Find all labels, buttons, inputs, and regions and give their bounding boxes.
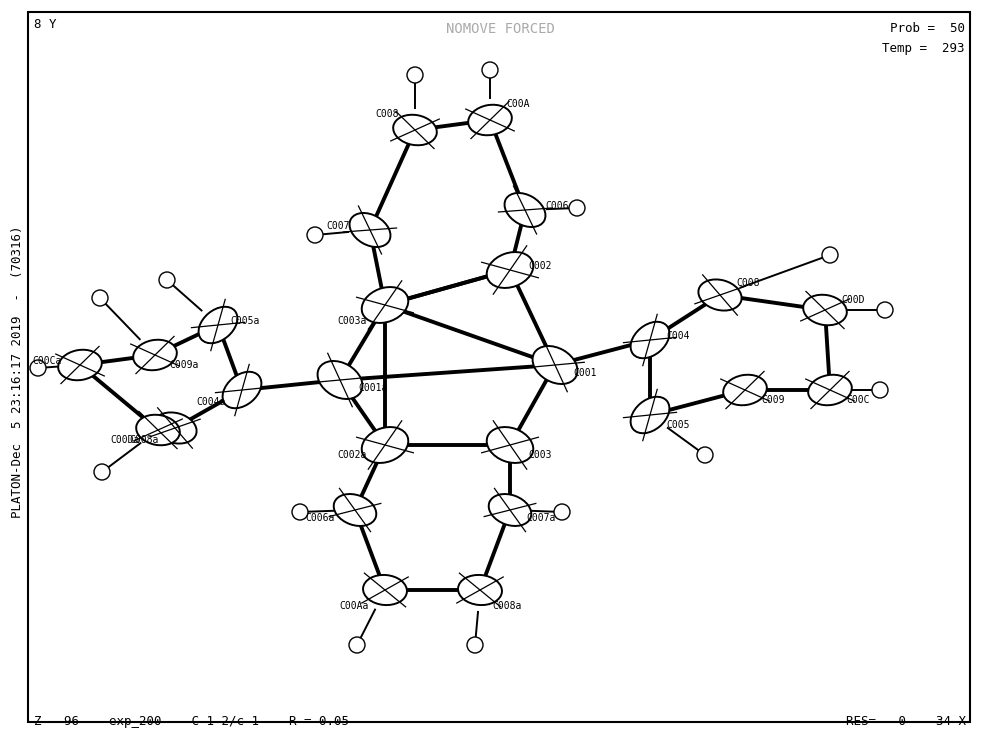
- Ellipse shape: [877, 302, 893, 318]
- Ellipse shape: [631, 321, 669, 358]
- Ellipse shape: [468, 105, 512, 135]
- Text: C008a: C008a: [130, 435, 159, 445]
- Ellipse shape: [94, 464, 110, 480]
- Text: C004a: C004a: [197, 397, 226, 407]
- Text: PLATON-Dec  5 23:16:17 2019  -  (70316): PLATON-Dec 5 23:16:17 2019 - (70316): [11, 225, 25, 519]
- Text: C001: C001: [573, 368, 596, 378]
- Ellipse shape: [822, 247, 838, 263]
- Ellipse shape: [407, 67, 423, 83]
- Text: C001a: C001a: [358, 383, 387, 393]
- Text: Z  -96    exp_200    C 1 2/c 1    R = 0.05: Z -96 exp_200 C 1 2/c 1 R = 0.05: [34, 715, 349, 728]
- Ellipse shape: [318, 361, 362, 399]
- Text: C002: C002: [528, 261, 552, 271]
- Ellipse shape: [723, 375, 767, 405]
- Ellipse shape: [292, 504, 308, 520]
- Text: C00D: C00D: [841, 295, 864, 305]
- Ellipse shape: [505, 193, 545, 227]
- Text: C006: C006: [545, 201, 568, 211]
- Ellipse shape: [363, 575, 407, 605]
- Text: C00A: C00A: [506, 99, 530, 109]
- Ellipse shape: [30, 360, 46, 376]
- Ellipse shape: [698, 280, 742, 310]
- Ellipse shape: [350, 213, 390, 247]
- Ellipse shape: [199, 307, 237, 343]
- Text: C003a: C003a: [338, 316, 367, 326]
- Text: C006a: C006a: [306, 513, 335, 523]
- Text: C00Ca: C00Ca: [33, 356, 62, 366]
- Text: C009a: C009a: [169, 360, 198, 370]
- Ellipse shape: [554, 504, 570, 520]
- Ellipse shape: [569, 200, 585, 216]
- Ellipse shape: [872, 382, 888, 398]
- Ellipse shape: [362, 427, 408, 463]
- Text: C007: C007: [326, 221, 350, 231]
- Text: C008: C008: [376, 109, 399, 119]
- Ellipse shape: [133, 340, 177, 371]
- Ellipse shape: [487, 427, 533, 463]
- Text: Temp =  293: Temp = 293: [883, 42, 965, 55]
- Ellipse shape: [307, 227, 323, 243]
- Text: C002a: C002a: [338, 450, 367, 460]
- Ellipse shape: [803, 295, 847, 325]
- Ellipse shape: [58, 350, 102, 380]
- Text: Prob =  50: Prob = 50: [890, 22, 965, 35]
- Ellipse shape: [393, 115, 437, 145]
- Ellipse shape: [697, 447, 713, 463]
- Text: C004: C004: [666, 331, 690, 341]
- Ellipse shape: [159, 272, 175, 288]
- Ellipse shape: [362, 287, 408, 323]
- Ellipse shape: [334, 494, 376, 526]
- Text: C00Da: C00Da: [111, 435, 140, 445]
- Text: C008a: C008a: [492, 601, 521, 611]
- Text: C003: C003: [528, 450, 552, 460]
- Text: C005: C005: [666, 420, 690, 430]
- Ellipse shape: [458, 575, 502, 605]
- Ellipse shape: [349, 637, 365, 653]
- Text: NOMOVE FORCED: NOMOVE FORCED: [446, 22, 554, 36]
- Ellipse shape: [467, 637, 483, 653]
- Text: C009: C009: [761, 395, 784, 405]
- Ellipse shape: [482, 62, 498, 78]
- Ellipse shape: [487, 252, 533, 288]
- Ellipse shape: [489, 494, 531, 526]
- Ellipse shape: [631, 397, 669, 433]
- Ellipse shape: [223, 372, 261, 408]
- Text: 8 Y: 8 Y: [34, 18, 56, 31]
- Ellipse shape: [808, 375, 852, 405]
- Text: C008: C008: [736, 278, 760, 288]
- Text: C00C: C00C: [846, 395, 870, 405]
- Text: RES=   0   -34 X: RES= 0 -34 X: [846, 715, 966, 728]
- Ellipse shape: [533, 346, 577, 384]
- Ellipse shape: [153, 412, 197, 443]
- Text: C005a: C005a: [230, 316, 259, 326]
- Ellipse shape: [92, 290, 108, 306]
- Text: C007a: C007a: [526, 513, 555, 523]
- Ellipse shape: [136, 414, 180, 445]
- Text: C00Aa: C00Aa: [340, 601, 369, 611]
